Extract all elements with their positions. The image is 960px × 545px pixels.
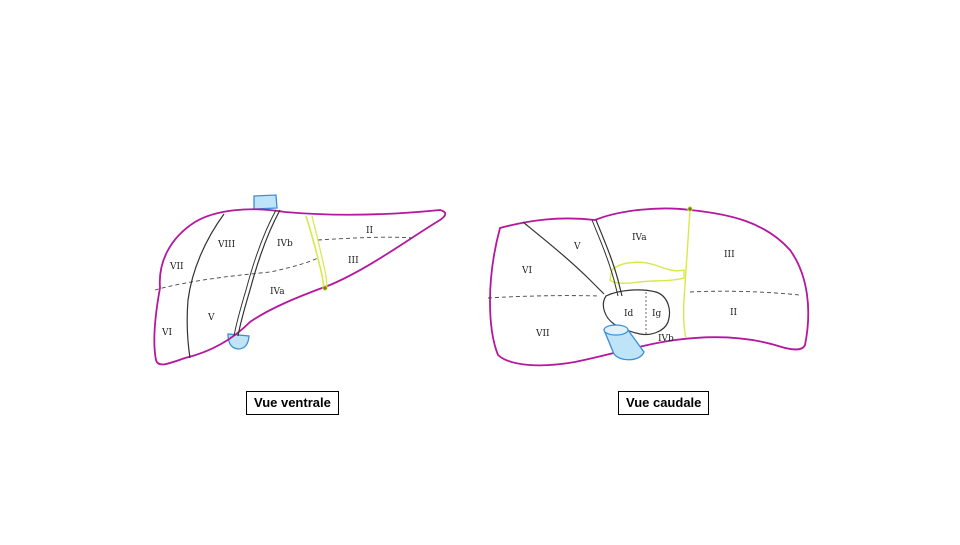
ventral-label-iii: III xyxy=(348,256,359,266)
ventral-ivc-icon xyxy=(253,194,278,210)
ventral-falciform-ligament-2 xyxy=(311,215,328,289)
ventral-middle-fissure xyxy=(237,209,281,337)
caption-caudal-view: Vue caudale xyxy=(618,391,710,415)
caudal-dashed-line-right xyxy=(487,295,601,299)
ventral-label-ivb: IVb xyxy=(277,239,293,249)
caudal-caudate-lobe xyxy=(602,289,671,336)
caudal-ligament-yellow-line xyxy=(682,209,691,339)
ventral-liver-outline xyxy=(153,208,447,366)
caudal-label-vii: VII xyxy=(535,329,550,339)
ventral-right-fissure xyxy=(186,213,225,359)
caudal-ligament-dot xyxy=(687,206,693,212)
caudal-label-ii: II xyxy=(730,308,738,318)
caudal-label-iva: IVa xyxy=(632,233,647,243)
ventral-label-ii: II xyxy=(366,226,374,236)
ventral-label-viii: VIII xyxy=(217,240,236,250)
ventral-label-vi: VI xyxy=(161,328,172,338)
caudal-label-v: V xyxy=(573,242,581,252)
caudal-label-iii: III xyxy=(724,250,735,260)
caudal-label-vi: VI xyxy=(521,266,532,276)
caption-ventral-view: Vue ventrale xyxy=(246,391,339,415)
caudal-ivc-top-icon xyxy=(603,324,629,336)
caudal-label-ivb: IVb xyxy=(658,334,674,344)
ventral-gallbladder-icon xyxy=(227,333,250,350)
ventral-round-ligament-dot xyxy=(322,285,328,291)
caudal-label-ig: Ig xyxy=(652,309,662,319)
ventral-falciform-ligament xyxy=(305,215,325,289)
caudal-middle-fissure xyxy=(595,219,623,297)
ventral-view: VII VIII IVb II III IVa V VI xyxy=(153,194,447,366)
ventral-dashed-line xyxy=(154,257,319,291)
ventral-label-iva: IVa xyxy=(270,287,285,297)
ventral-middle-fissure-2 xyxy=(233,209,277,337)
caudal-ligament-yellow-loop xyxy=(609,261,685,284)
ventral-label-v: V xyxy=(207,313,215,323)
caudal-label-id: Id xyxy=(624,309,634,319)
caudal-middle-fissure-2 xyxy=(591,219,619,297)
ventral-dashed-line-left xyxy=(317,236,413,241)
caudal-dashed-line-left xyxy=(689,290,801,296)
caudal-view: V IVa III VI VII Id Ig IVb II xyxy=(487,206,810,367)
caudal-liver-outline xyxy=(489,207,810,367)
ventral-label-vii: VII xyxy=(169,262,184,272)
caudal-left-fissure xyxy=(522,221,605,295)
